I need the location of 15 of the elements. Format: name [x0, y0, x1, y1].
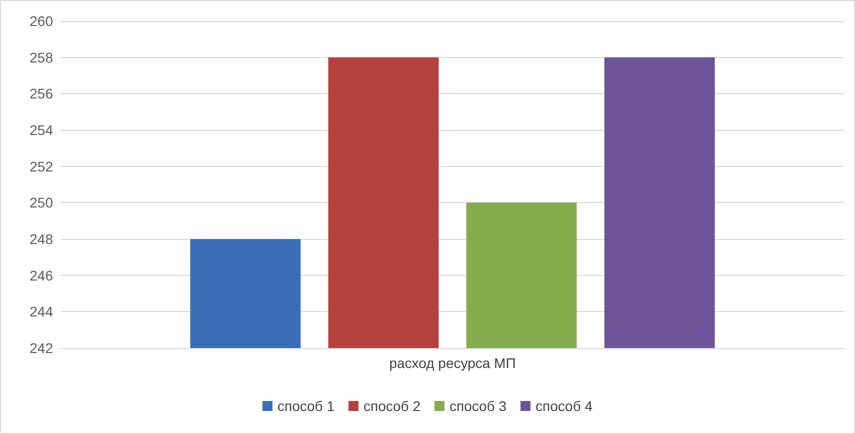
legend-label: способ 2	[363, 398, 421, 414]
y-tick-label: 246	[30, 267, 54, 284]
y-tick-label: 256	[30, 86, 54, 102]
legend-label: способ 4	[536, 398, 593, 414]
y-tick-label: 244	[30, 304, 54, 320]
legend-label: способ 3	[450, 398, 507, 414]
x-tick-label: расход ресурса МП	[389, 355, 516, 371]
y-tick-label: 260	[30, 13, 54, 29]
legend-label: способ 1	[277, 398, 335, 414]
y-tick-label: 252	[30, 158, 54, 174]
y-tick-label: 248	[30, 231, 54, 247]
y-tick-label: 242	[30, 340, 54, 356]
y-tick-label: 258	[30, 49, 54, 66]
y-tick-label: 254	[30, 122, 54, 138]
y-tick-label: 250	[30, 194, 54, 211]
